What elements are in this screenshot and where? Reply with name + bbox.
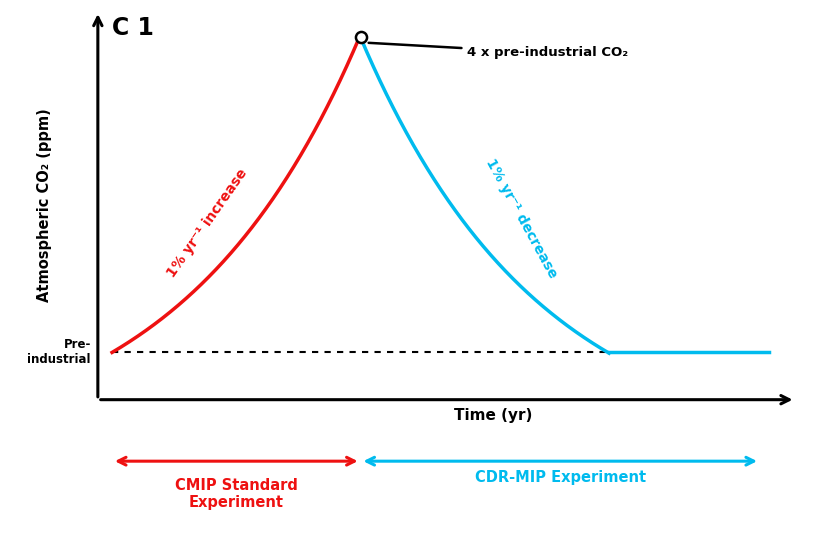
Text: Pre-
industrial: Pre- industrial bbox=[27, 338, 91, 367]
Text: 1% yr⁻¹ increase: 1% yr⁻¹ increase bbox=[165, 167, 250, 281]
Text: Atmospheric CO₂ (ppm): Atmospheric CO₂ (ppm) bbox=[37, 108, 52, 302]
Text: C 1: C 1 bbox=[112, 16, 154, 40]
Text: 4 x pre-industrial CO₂: 4 x pre-industrial CO₂ bbox=[369, 43, 627, 59]
Text: CDR-MIP Experiment: CDR-MIP Experiment bbox=[474, 470, 645, 485]
Text: 1% yr⁻¹ decrease: 1% yr⁻¹ decrease bbox=[482, 156, 559, 281]
Text: CMIP Standard
Experiment: CMIP Standard Experiment bbox=[174, 478, 297, 510]
Text: Time (yr): Time (yr) bbox=[454, 408, 532, 423]
